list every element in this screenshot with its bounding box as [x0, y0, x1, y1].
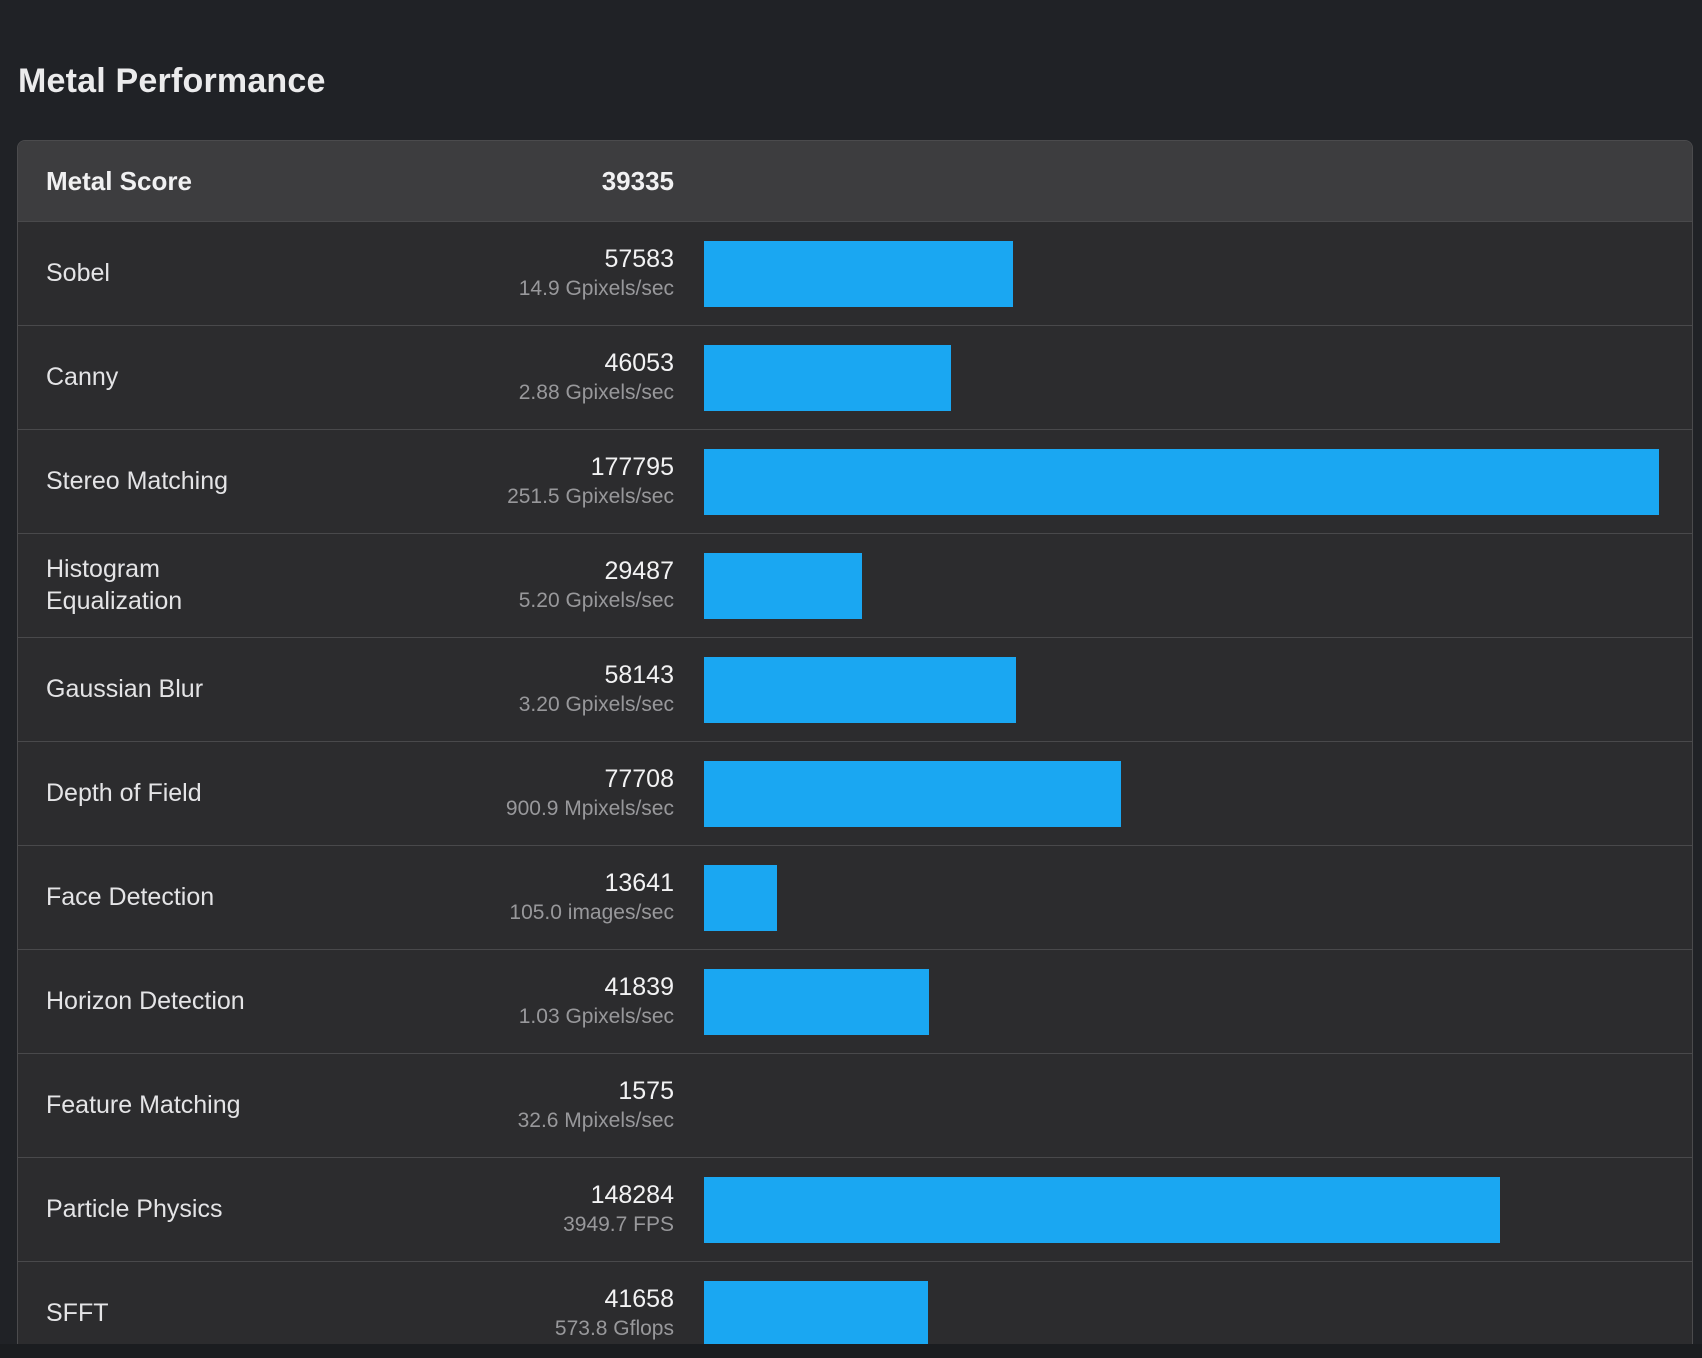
row-benchmark-name: Histogram Equalization: [46, 555, 183, 615]
row-rate: 251.5 Gpixels/sec: [507, 484, 674, 508]
table-row: Canny 46053 2.88 Gpixels/sec: [18, 325, 1692, 429]
row-bar-area: [704, 448, 1659, 515]
row-values: 177795 251.5 Gpixels/sec: [286, 452, 674, 511]
row-values: 13641 105.0 images/sec: [286, 868, 674, 927]
row-values: 77708 900.9 Mpixels/sec: [286, 764, 674, 823]
row-values: 46053 2.88 Gpixels/sec: [286, 348, 674, 407]
results-table: Metal Score 39335 Sobel 57583 14.9 Gpixe…: [17, 140, 1693, 1358]
row-score: 58143: [604, 661, 674, 690]
row-values: 41658 573.8 Gflops: [286, 1284, 674, 1343]
table-row: Particle Physics 148284 3949.7 FPS: [18, 1157, 1692, 1261]
row-rate: 3.20 Gpixels/sec: [518, 692, 674, 716]
row-bar-area: [704, 344, 1659, 411]
row-benchmark-name: Sobel: [46, 258, 110, 287]
score-bar: [704, 656, 1017, 723]
footer-strip: [0, 1344, 1702, 1358]
row-bar-area: [704, 656, 1659, 723]
row-values: 58143 3.20 Gpixels/sec: [286, 660, 674, 719]
row-benchmark-name: Depth of Field: [46, 778, 202, 807]
table-row: Histogram Equalization 29487 5.20 Gpixel…: [18, 533, 1692, 637]
row-bar-area: [704, 240, 1659, 307]
row-rate: 2.88 Gpixels/sec: [518, 380, 674, 404]
table-header-row: Metal Score 39335: [18, 141, 1692, 221]
row-bar-area: [704, 760, 1659, 827]
row-benchmark-name: Gaussian Blur: [46, 674, 204, 703]
row-rate: 32.6 Mpixels/sec: [517, 1108, 674, 1132]
score-bar: [704, 1280, 928, 1347]
row-score: 148284: [590, 1181, 674, 1210]
row-score: 1575: [618, 1077, 674, 1106]
row-score: 77708: [604, 765, 674, 794]
row-values: 148284 3949.7 FPS: [286, 1180, 674, 1239]
row-score: 41839: [604, 973, 674, 1002]
table-header-score: 39335: [601, 165, 674, 196]
row-values: 1575 32.6 Mpixels/sec: [286, 1076, 674, 1135]
row-rate: 5.20 Gpixels/sec: [518, 588, 674, 612]
row-rate: 1.03 Gpixels/sec: [518, 1004, 674, 1028]
row-rate: 105.0 images/sec: [509, 900, 674, 924]
row-bar-area: [704, 552, 1659, 619]
table-row: SFFT 41658 573.8 Gflops: [18, 1261, 1692, 1358]
row-bar-area: [704, 1280, 1659, 1347]
page-title: Metal Performance: [18, 62, 326, 100]
row-values: 41839 1.03 Gpixels/sec: [286, 972, 674, 1031]
table-row: Horizon Detection 41839 1.03 Gpixels/sec: [18, 949, 1692, 1053]
row-score: 57583: [604, 245, 674, 274]
table-row: Feature Matching 1575 32.6 Mpixels/sec: [18, 1053, 1692, 1157]
score-bar: [704, 1176, 1501, 1243]
row-rate: 573.8 Gflops: [554, 1316, 674, 1340]
row-benchmark-name: Face Detection: [46, 882, 215, 911]
table-row: Gaussian Blur 58143 3.20 Gpixels/sec: [18, 637, 1692, 741]
row-score: 46053: [604, 349, 674, 378]
score-bar: [704, 968, 929, 1035]
row-values: 29487 5.20 Gpixels/sec: [286, 556, 674, 615]
row-benchmark-name: Stereo Matching: [46, 466, 229, 495]
score-bar: [704, 448, 1659, 515]
table-body: Sobel 57583 14.9 Gpixels/sec Canny 46053…: [18, 221, 1692, 1358]
row-score: 13641: [604, 869, 674, 898]
row-rate: 14.9 Gpixels/sec: [518, 276, 674, 300]
row-benchmark-name: Feature Matching: [46, 1090, 241, 1119]
row-score: 41658: [604, 1285, 674, 1314]
score-bar: [704, 552, 863, 619]
score-bar: [704, 760, 1122, 827]
table-row: Stereo Matching 177795 251.5 Gpixels/sec: [18, 429, 1692, 533]
table-row: Face Detection 13641 105.0 images/sec: [18, 845, 1692, 949]
row-benchmark-name: Particle Physics: [46, 1194, 223, 1223]
row-score: 177795: [590, 453, 674, 482]
score-bar: [704, 240, 1014, 307]
row-bar-area: [704, 968, 1659, 1035]
score-bar: [704, 344, 952, 411]
row-benchmark-name: SFFT: [46, 1298, 109, 1327]
row-bar-area: [704, 864, 1659, 931]
row-rate: 3949.7 FPS: [563, 1212, 674, 1236]
table-row: Depth of Field 77708 900.9 Mpixels/sec: [18, 741, 1692, 845]
score-bar: [704, 864, 778, 931]
row-score: 29487: [604, 557, 674, 586]
row-values: 57583 14.9 Gpixels/sec: [286, 244, 674, 303]
row-benchmark-name: Horizon Detection: [46, 986, 245, 1015]
row-rate: 900.9 Mpixels/sec: [505, 796, 674, 820]
row-bar-area: [704, 1176, 1659, 1243]
row-benchmark-name: Canny: [46, 362, 119, 391]
table-header-label: Metal Score: [46, 165, 192, 196]
table-row: Sobel 57583 14.9 Gpixels/sec: [18, 221, 1692, 325]
